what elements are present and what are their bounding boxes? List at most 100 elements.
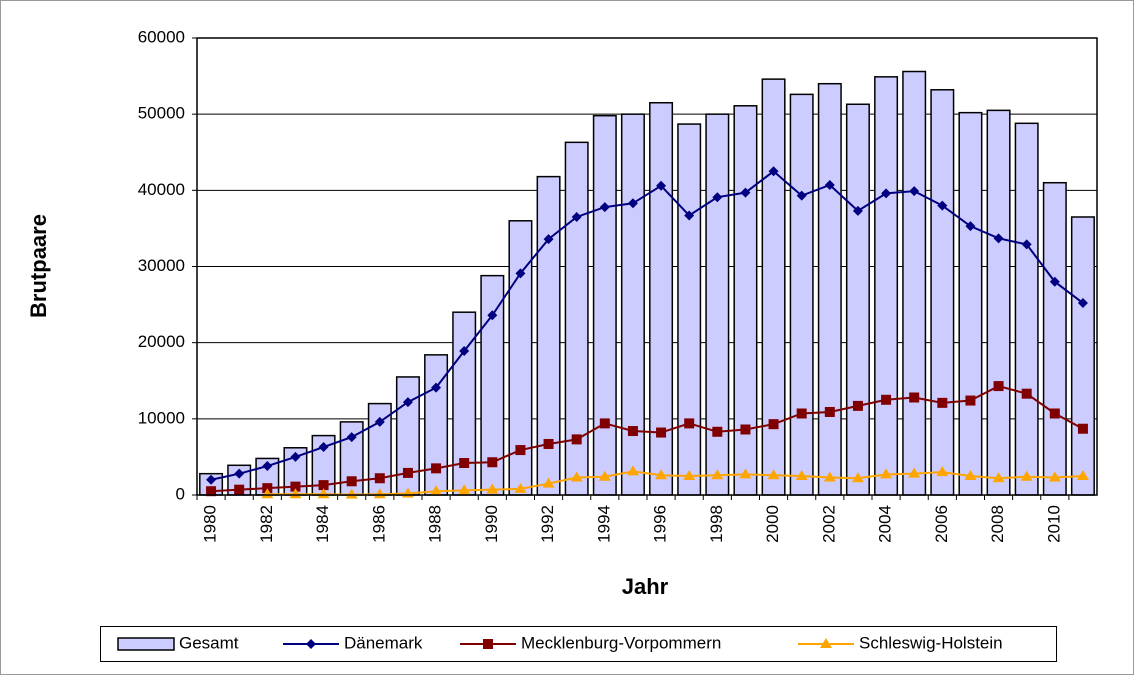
- point: [768, 166, 779, 177]
- point: [598, 470, 611, 481]
- point: [684, 210, 695, 221]
- point: [964, 469, 977, 480]
- point: [965, 221, 976, 232]
- point: [880, 468, 893, 479]
- point: [712, 192, 723, 203]
- point: [318, 480, 329, 491]
- line: [267, 470, 1083, 496]
- y-tick-label: 30000: [138, 256, 185, 275]
- point: [234, 468, 245, 479]
- point: [627, 198, 638, 209]
- point: [711, 469, 724, 480]
- bar: [761, 78, 786, 496]
- point: [571, 434, 582, 445]
- point: [430, 485, 443, 496]
- point: [1076, 469, 1089, 480]
- point: [908, 467, 921, 478]
- bar: [620, 113, 645, 496]
- x-tick-label: 2010: [1044, 505, 1063, 543]
- x-tick-label: 2006: [932, 505, 951, 543]
- point: [1049, 408, 1060, 419]
- point: [937, 200, 948, 211]
- plot-frame: [196, 37, 1098, 496]
- point: [374, 473, 385, 484]
- point: [542, 477, 555, 488]
- point: [1077, 423, 1088, 434]
- legend-swatch: [117, 637, 175, 651]
- point: [543, 234, 554, 245]
- point: [824, 406, 835, 417]
- x-tick-label: 1994: [594, 505, 613, 543]
- point: [852, 205, 863, 216]
- point: [767, 469, 780, 480]
- point: [824, 180, 835, 191]
- point: [458, 484, 471, 495]
- point: [318, 442, 329, 453]
- point: [795, 469, 808, 480]
- legend-label: Mecklenburg-Vorpommern: [521, 633, 721, 652]
- point: [740, 187, 751, 198]
- point: [290, 481, 301, 492]
- point: [881, 188, 892, 199]
- bar: [677, 123, 702, 496]
- point: [965, 395, 976, 406]
- point: [459, 346, 470, 357]
- point: [1021, 388, 1032, 399]
- x-tick-label: 1980: [201, 505, 220, 543]
- legend-marker: [306, 639, 316, 649]
- point: [262, 461, 273, 472]
- x-tick-label: 1986: [369, 505, 388, 543]
- legend-label: Gesamt: [179, 633, 239, 652]
- point: [599, 202, 610, 213]
- point: [993, 233, 1004, 244]
- point: [402, 467, 413, 478]
- point: [402, 397, 413, 408]
- point: [206, 486, 217, 497]
- bar: [789, 93, 814, 496]
- point: [909, 392, 920, 403]
- x-tick-label: 2000: [763, 505, 782, 543]
- bar: [733, 105, 758, 496]
- x-tick-label: 1988: [426, 505, 445, 543]
- point: [570, 471, 583, 482]
- point: [768, 419, 779, 430]
- y-tick-label: 50000: [138, 104, 185, 123]
- point: [937, 397, 948, 408]
- y-tick-label: 40000: [138, 180, 185, 199]
- point: [656, 180, 667, 191]
- bar: [1070, 216, 1095, 496]
- legend-marker: [820, 638, 832, 648]
- point: [571, 211, 582, 222]
- point: [1021, 239, 1032, 250]
- y-tick-label: 0: [176, 484, 185, 503]
- point: [909, 186, 920, 197]
- point: [346, 432, 357, 443]
- bar: [845, 103, 870, 496]
- bar: [817, 82, 842, 496]
- point: [431, 463, 442, 474]
- point: [486, 483, 499, 494]
- bar: [592, 114, 617, 496]
- point: [487, 457, 498, 468]
- point: [374, 416, 385, 427]
- x-tick-label: 1996: [651, 505, 670, 543]
- point: [1048, 471, 1061, 482]
- bar: [705, 113, 730, 496]
- bar: [902, 70, 927, 496]
- point: [992, 472, 1005, 483]
- y-axis-title: Brutpaare: [26, 214, 51, 318]
- x-tick-label: 2002: [819, 505, 838, 543]
- point: [515, 445, 526, 456]
- point: [346, 476, 357, 487]
- legend-label: Dänemark: [344, 633, 423, 652]
- point: [852, 400, 863, 411]
- point: [459, 458, 470, 469]
- point: [993, 381, 1004, 392]
- x-tick-label: 1984: [313, 505, 332, 543]
- point: [740, 424, 751, 435]
- legend-label: Schleswig-Holstein: [859, 633, 1003, 652]
- point: [1077, 298, 1088, 309]
- point: [262, 483, 273, 494]
- point: [487, 310, 498, 321]
